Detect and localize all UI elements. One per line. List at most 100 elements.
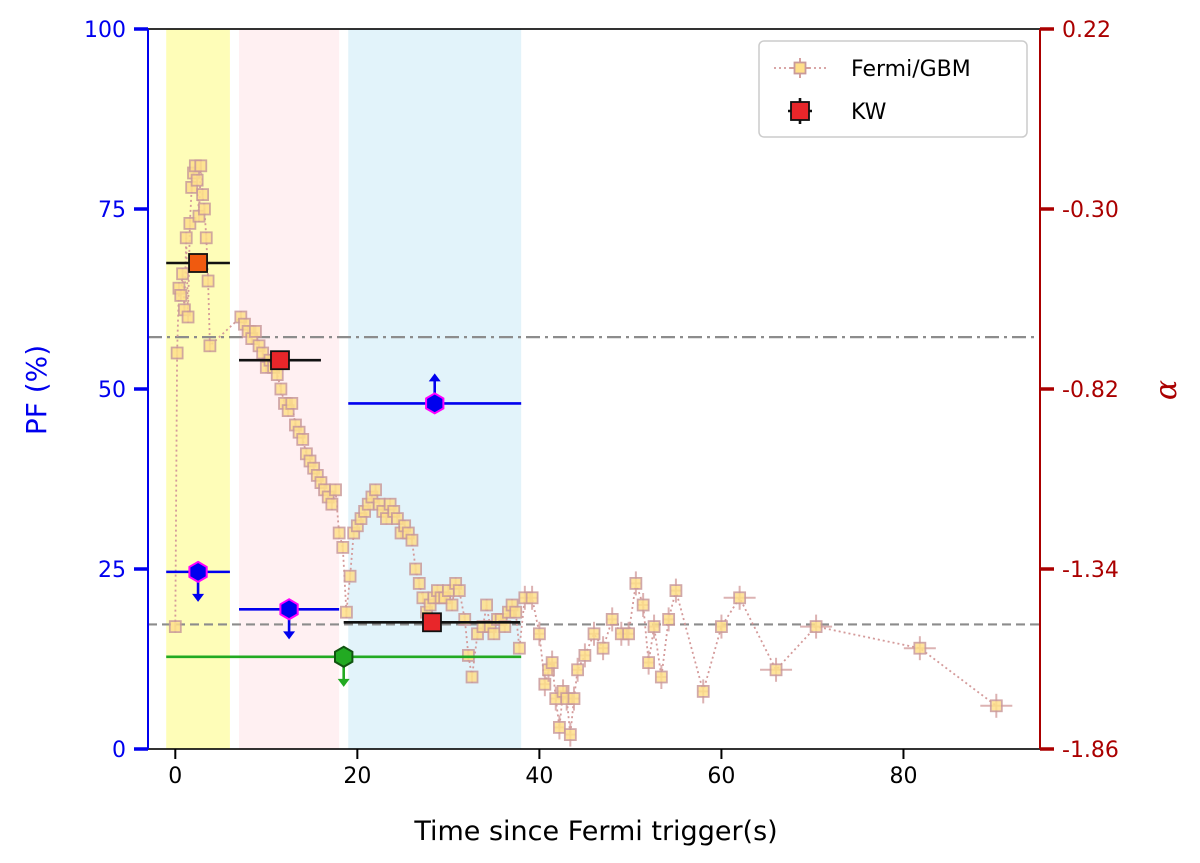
- reference-lines: [148, 336, 1040, 626]
- gbm-point: [587, 621, 601, 646]
- legend-box: [758, 40, 1028, 138]
- gbm-point: [622, 621, 635, 646]
- gbm-marker: [696, 685, 710, 698]
- axes: 0 25 50 75 100 0.22 -0.30 -0.82 -1.34 -1.86 0 20 40 6…: [84, 18, 1119, 789]
- gbm-point: [176, 267, 189, 281]
- gbm-marker: [179, 231, 193, 245]
- legend-kw-marker: [790, 101, 810, 121]
- gbm-marker: [203, 339, 217, 353]
- gbm-point: [325, 497, 339, 511]
- gbm-point: [647, 614, 661, 639]
- limit-arrow-head: [192, 593, 205, 602]
- gbm-point: [760, 657, 793, 682]
- gbm-point: [461, 649, 475, 662]
- legend-label-gbm: Fermi/GBM: [851, 57, 971, 82]
- gbm-point: [203, 339, 217, 353]
- gbm-point: [196, 188, 210, 202]
- gbm-marker: [605, 613, 619, 626]
- gbm-marker: [176, 267, 189, 281]
- gbm-marker: [332, 526, 346, 540]
- gbm-point: [409, 562, 423, 576]
- x-axis-label: Time since Fermi trigger(s): [413, 816, 777, 847]
- kw-series: [166, 253, 521, 633]
- gbm-marker: [249, 324, 262, 338]
- gbm-point: [723, 585, 756, 610]
- gbm-marker: [622, 627, 635, 641]
- limit-arrow-head: [337, 678, 350, 687]
- gbm-marker: [647, 620, 661, 633]
- gbm-point: [329, 483, 342, 497]
- legend-label-kw: KW: [851, 100, 887, 125]
- gbm-point: [567, 686, 581, 711]
- gbm-point: [181, 310, 195, 324]
- limit-marker: [334, 645, 354, 668]
- gbm-marker: [183, 216, 197, 230]
- x-tick-label: 0: [168, 764, 182, 789]
- gbm-marker: [913, 641, 927, 655]
- gbm-point: [605, 607, 619, 632]
- legend-entry-kw: KW: [788, 98, 887, 125]
- gbm-point: [715, 614, 728, 639]
- left-tick-label: 50: [98, 378, 126, 403]
- gbm-marker: [538, 677, 552, 691]
- gbm-marker: [567, 692, 581, 705]
- gbm-point: [201, 274, 215, 288]
- gbm-marker: [571, 663, 585, 677]
- kw-marker: [270, 350, 290, 371]
- gbm-marker: [553, 721, 566, 734]
- gbm-marker: [174, 288, 188, 302]
- gbm-point: [636, 593, 650, 617]
- gbm-point: [194, 159, 208, 173]
- x-tick-label: 20: [343, 764, 371, 789]
- gbm-point: [390, 512, 404, 525]
- gbm-point: [578, 643, 592, 668]
- gbm-point: [642, 650, 656, 675]
- right-tick-label: -1.34: [1062, 558, 1119, 583]
- gbm-point: [629, 571, 643, 596]
- kw-marker: [188, 253, 208, 273]
- left-tick-label: 75: [98, 198, 126, 223]
- gbm-marker: [196, 188, 210, 202]
- gbm-marker: [509, 605, 523, 619]
- gbm-marker: [190, 173, 204, 187]
- gbm-point: [190, 173, 204, 187]
- limit-point: [166, 560, 230, 602]
- x-tick-label: 40: [525, 764, 553, 789]
- gbm-point: [662, 607, 676, 632]
- gbm-marker: [465, 670, 479, 684]
- gbm-point: [198, 202, 211, 216]
- limit-arrow-head: [428, 373, 441, 382]
- gbm-marker: [458, 613, 472, 626]
- kw-point: [343, 612, 521, 633]
- limit-marker: [425, 392, 445, 415]
- gbm-point: [296, 432, 310, 446]
- gbm-point: [174, 288, 188, 302]
- gbm-point: [249, 324, 262, 338]
- kw-point: [239, 350, 321, 371]
- gbm-point: [545, 650, 559, 675]
- limit-point: [348, 373, 522, 415]
- left-tick-label: 100: [84, 18, 126, 43]
- gbm-point: [696, 679, 710, 704]
- gbm-point: [332, 526, 346, 540]
- x-tick-label: 60: [707, 764, 735, 789]
- gbm-marker: [809, 620, 823, 633]
- gbm-point: [168, 620, 182, 633]
- kw-point: [166, 253, 230, 273]
- gbm-marker: [563, 728, 577, 741]
- gbm-point: [199, 231, 213, 245]
- limit-markers: [166, 373, 522, 687]
- gbm-point: [270, 368, 284, 382]
- legend-gbm-marker: [793, 61, 807, 75]
- gbm-point: [343, 569, 357, 583]
- gbm-marker: [369, 483, 382, 497]
- gbm-point: [800, 614, 833, 639]
- gbm-marker: [256, 346, 270, 360]
- gbm-point: [412, 577, 426, 590]
- gbm-marker: [487, 627, 501, 641]
- gbm-point: [179, 231, 193, 245]
- limit-marker: [188, 560, 208, 584]
- gbm-marker: [452, 584, 466, 597]
- gbm-marker: [198, 202, 211, 216]
